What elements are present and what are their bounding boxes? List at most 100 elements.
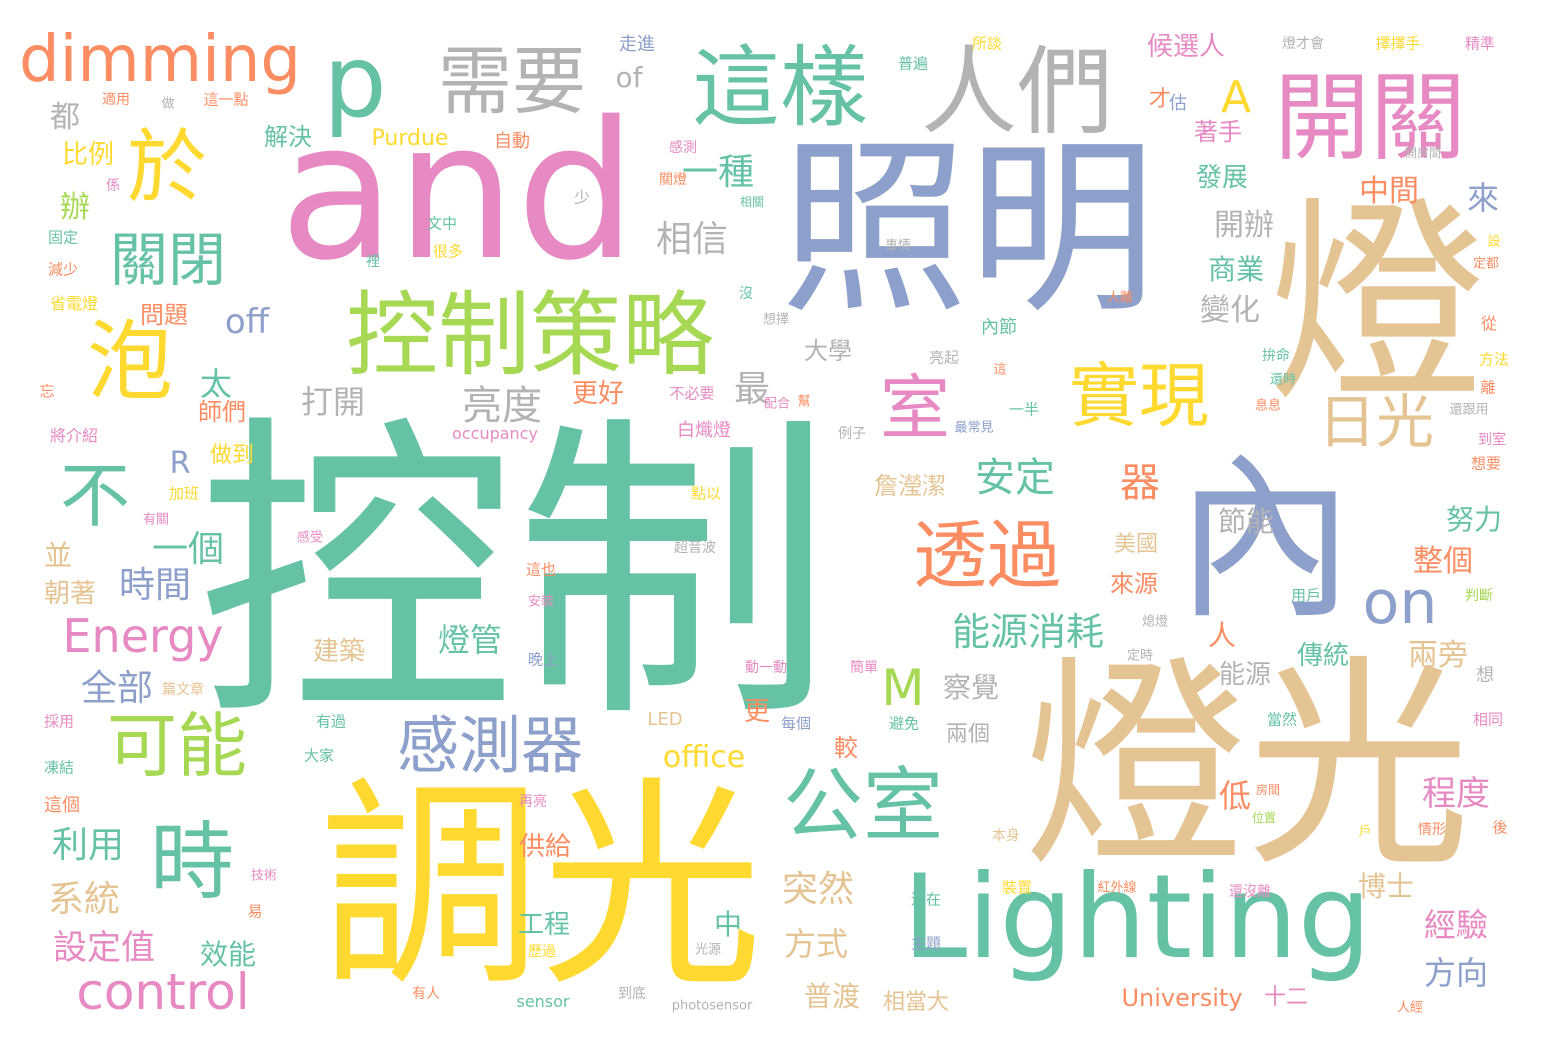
word-cloud-word: 開房間	[1404, 146, 1442, 160]
word-cloud-word: 判斷	[1465, 588, 1493, 604]
word-cloud-word: 燈才會	[1282, 36, 1324, 52]
word-cloud-word: 當然	[1266, 710, 1298, 729]
word-cloud-word: 人	[1207, 619, 1237, 652]
word-cloud-word: 想擇	[762, 312, 790, 328]
word-cloud-word: 關燈	[659, 172, 687, 188]
word-cloud-word: 用戶	[1290, 586, 1322, 605]
word-cloud-word: 採用	[43, 712, 75, 731]
word-cloud-word: 拚命	[1262, 348, 1290, 364]
word-cloud-word: 固定	[47, 228, 79, 247]
word-cloud-word: 再亮	[519, 794, 547, 810]
word-cloud-word: 普遍	[897, 54, 929, 73]
word-cloud-word: 歷過	[528, 944, 556, 960]
word-cloud-word: photosensor	[671, 998, 753, 1014]
word-cloud-word: 光源	[694, 942, 722, 958]
word-cloud-word: 透過	[913, 513, 1061, 599]
word-cloud-word: 熄燈	[1141, 614, 1169, 630]
word-cloud-word: 控制策略	[345, 282, 715, 389]
word-cloud-word: 所談	[971, 34, 1003, 53]
word-cloud-word: 事情	[884, 238, 912, 254]
word-cloud-word: 兩個	[945, 722, 991, 747]
word-cloud-word: 朝著	[43, 579, 97, 609]
word-cloud-word: 這也	[525, 560, 557, 579]
word-cloud-word: 照明	[780, 120, 1156, 339]
word-cloud-word: 問題	[140, 301, 188, 329]
word-cloud-word: 一個	[151, 529, 225, 570]
word-cloud-word: 忘	[39, 382, 55, 401]
word-cloud-word: 辦	[60, 190, 90, 225]
word-cloud-word: 從	[1480, 314, 1498, 333]
word-cloud-word: 定都	[1472, 256, 1500, 272]
word-cloud-word: 安定	[975, 455, 1055, 501]
word-cloud-word: 亮度	[462, 383, 542, 429]
word-cloud-word: 內	[1176, 436, 1354, 643]
word-cloud-word: 離	[1480, 378, 1496, 397]
word-cloud-word: 有人	[412, 986, 440, 1002]
word-cloud-word: 做	[161, 96, 175, 112]
word-cloud-word: LED	[647, 709, 683, 730]
word-cloud-word: 打開	[300, 383, 366, 421]
word-cloud-word: 還沒離	[1229, 884, 1271, 900]
word-cloud-word: 裝置	[1001, 878, 1033, 897]
word-cloud-word: 於	[127, 121, 207, 214]
word-cloud-word: 位置	[1251, 811, 1277, 825]
word-cloud-word: 博士	[1357, 870, 1415, 903]
word-cloud-word: 走進	[619, 34, 655, 55]
word-cloud-word: 有過	[315, 712, 347, 731]
word-cloud-word: 相關	[739, 195, 765, 209]
word-cloud-word: 變化	[1200, 293, 1260, 328]
word-cloud-word: of	[615, 61, 643, 94]
word-cloud-word: occupancy	[452, 424, 538, 443]
word-cloud-word: 每個	[780, 714, 812, 733]
word-cloud-word: University	[1121, 984, 1243, 1012]
word-cloud-word: 實現	[1069, 355, 1209, 437]
word-cloud-word: 候選人	[1146, 32, 1226, 62]
word-cloud-word: 關閉	[109, 226, 227, 294]
word-cloud-word: 察覺	[942, 671, 1000, 704]
word-cloud-word: 可能	[107, 705, 247, 787]
word-cloud-word: 中間	[1359, 174, 1419, 209]
word-cloud-word: p	[323, 23, 387, 140]
word-cloud-word: A	[1220, 72, 1252, 123]
word-cloud-word: 十二	[1263, 985, 1309, 1010]
word-cloud-word: 相信	[655, 219, 729, 260]
word-cloud-word: 配合	[763, 396, 791, 412]
word-cloud-word: 易	[247, 902, 263, 921]
word-cloud-word: 來源	[1110, 570, 1158, 598]
word-cloud-word: 方法	[1478, 350, 1510, 369]
word-cloud-word: 商業	[1207, 253, 1265, 286]
word-cloud-word: 省電燈	[49, 294, 99, 313]
word-cloud-word: 方向	[1423, 954, 1489, 992]
word-cloud-word: 戶	[1358, 824, 1372, 840]
word-cloud-word: 才	[1148, 87, 1172, 112]
word-cloud-word: 開辦	[1214, 208, 1274, 243]
word-cloud-word: 日光	[1317, 388, 1435, 456]
word-cloud-word: 擇擇手	[1375, 34, 1421, 53]
word-cloud-word: 主題	[910, 934, 942, 953]
word-cloud-word: 程度	[1422, 774, 1490, 814]
word-cloud-word: 不	[60, 455, 130, 537]
word-cloud-word: 利用	[51, 825, 125, 866]
word-cloud-word: 普渡	[803, 980, 861, 1013]
word-cloud-word: 都	[50, 100, 80, 135]
word-cloud-word: 這	[993, 362, 1007, 378]
word-cloud-word: office	[662, 740, 746, 775]
word-cloud-word: Purdue	[371, 126, 449, 151]
word-cloud-word: 適用	[102, 92, 130, 108]
word-cloud-word: 這個	[44, 795, 80, 816]
word-cloud-word: 人們	[921, 36, 1113, 148]
word-cloud-word: 還在	[910, 890, 942, 909]
word-cloud-word: 息息	[1254, 398, 1282, 414]
word-cloud-word: 設定值	[53, 928, 155, 968]
word-cloud-word: 建築	[312, 637, 366, 667]
word-cloud-word: 時間	[118, 565, 192, 606]
word-cloud-word: 安裝	[527, 594, 555, 610]
word-cloud-word: 全部	[80, 668, 154, 709]
word-cloud-word: 沒	[739, 286, 753, 302]
word-cloud-word: 更	[743, 697, 771, 727]
word-cloud-word: 經驗	[1423, 906, 1489, 944]
word-cloud-word: 太	[199, 365, 233, 403]
word-cloud-word: 大學	[804, 337, 852, 365]
word-cloud-word: 篇文章	[162, 682, 204, 698]
word-cloud-word: 動一動	[745, 660, 787, 676]
